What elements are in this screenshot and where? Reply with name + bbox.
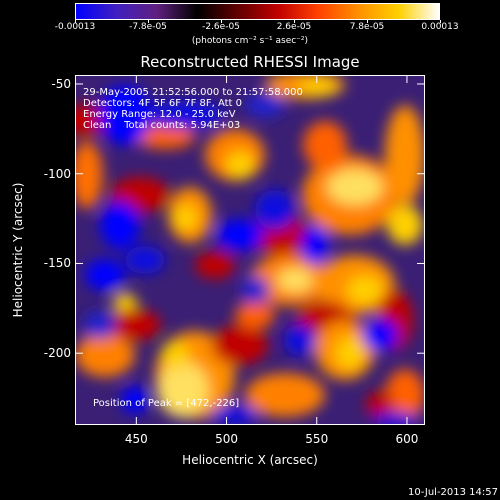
intensity-blob — [373, 412, 417, 425]
intensity-blob — [109, 309, 161, 341]
colorbar-tick-mark — [440, 20, 441, 23]
intensity-blob — [75, 333, 135, 377]
intensity-blob — [235, 301, 275, 329]
x-tick-label: 550 — [305, 432, 329, 446]
colorbar-tick-mark — [221, 20, 222, 23]
intensity-blob — [245, 373, 325, 417]
intensity-blob — [387, 205, 423, 245]
colorbar-tick-mark — [294, 20, 295, 23]
intensity-blob — [226, 151, 254, 179]
intensity-blob — [336, 337, 364, 369]
intensity-blob — [245, 93, 285, 117]
axis-ticks — [75, 75, 425, 425]
intensity-blob — [303, 121, 347, 169]
y-tick-label: -150 — [43, 256, 71, 271]
intensity-blob — [125, 246, 165, 274]
clean-counts-label: Clean Total counts: 5.94E+03 — [83, 120, 241, 131]
intensity-blob — [75, 104, 107, 136]
intensity-blob — [385, 369, 425, 421]
time-range-label: 29-May-2005 21:52:56.000 to 21:57:58.000 — [83, 87, 303, 98]
intensity-blob — [85, 259, 125, 291]
timestamp-footer: 10-Jul-2013 14:57 — [407, 487, 498, 498]
intensity-blob — [385, 105, 425, 205]
colorbar-tick-label: 7.8e-05 — [349, 22, 385, 32]
intensity-blob — [241, 276, 269, 304]
energy-range-label: Energy Range: 12.0 - 25.0 keV — [83, 109, 236, 120]
x-axis-label: Heliocentric X (arcsec) — [182, 453, 318, 467]
detectors-label: Detectors: 4F 5F 6F 7F 8F, Att 0 — [83, 98, 243, 109]
intensity-blob — [216, 219, 264, 251]
colorbar-tick-label: 2.6e-05 — [276, 22, 312, 32]
intensity-blob — [327, 169, 383, 205]
intensity-blob — [211, 405, 259, 425]
x-tick-label: 450 — [124, 432, 148, 446]
intensity-blob — [100, 201, 140, 249]
colorbar-tick-mark — [75, 20, 76, 23]
intensity-blob — [347, 276, 383, 304]
image-title: Reconstructed RHESSI Image — [140, 53, 360, 71]
rhessi-image-plot: 29-May-2005 21:52:56.000 to 21:57:58.000… — [75, 75, 425, 425]
intensity-map — [75, 75, 425, 425]
intensity-blob — [84, 311, 116, 339]
intensity-blob — [362, 319, 398, 351]
intensity-blob — [99, 85, 151, 145]
intensity-blob — [284, 324, 316, 356]
colorbar-tick-mark — [367, 20, 368, 23]
colorbar-tick-label: -7.8e-05 — [129, 22, 167, 32]
y-tick-label: -50 — [51, 76, 71, 91]
colorbar-tick-label: -0.00013 — [54, 22, 96, 32]
image-canvas — [75, 75, 425, 425]
intensity-blob — [301, 225, 329, 265]
intensity-blob — [113, 293, 137, 313]
intensity-blob — [212, 325, 268, 365]
intensity-blob — [195, 251, 235, 279]
y-axis-label: Heliocentric Y (arcsec) — [11, 182, 25, 318]
colorbar-tick-mark — [148, 20, 149, 23]
intensity-blob — [121, 386, 149, 414]
intensity-blob — [255, 190, 295, 230]
peak-position-label: Position of Peak = [472,-226] — [93, 398, 240, 409]
colorbar-tick-label: -2.6e-05 — [202, 22, 240, 32]
y-tick-label: -100 — [43, 166, 71, 181]
x-tick-label: 500 — [215, 432, 238, 446]
intensity-blob — [75, 141, 103, 209]
y-tick-label: -200 — [43, 346, 71, 361]
intensity-blob — [157, 362, 209, 418]
colorbar — [75, 3, 440, 20]
intensity-blob — [145, 101, 225, 129]
intensity-blob — [298, 79, 338, 95]
intensity-blob — [173, 206, 197, 230]
plot-frame — [75, 75, 425, 425]
colorbar-tick-label: 0.00013 — [421, 22, 459, 32]
intensity-blob — [277, 268, 313, 292]
intensity-blob — [135, 125, 195, 149]
colorbar-unit-label: (photons cm⁻² s⁻¹ asec⁻²) — [191, 36, 309, 46]
x-tick-label: 600 — [395, 432, 419, 446]
intensity-blob — [366, 391, 394, 419]
intensity-blob — [161, 341, 189, 369]
